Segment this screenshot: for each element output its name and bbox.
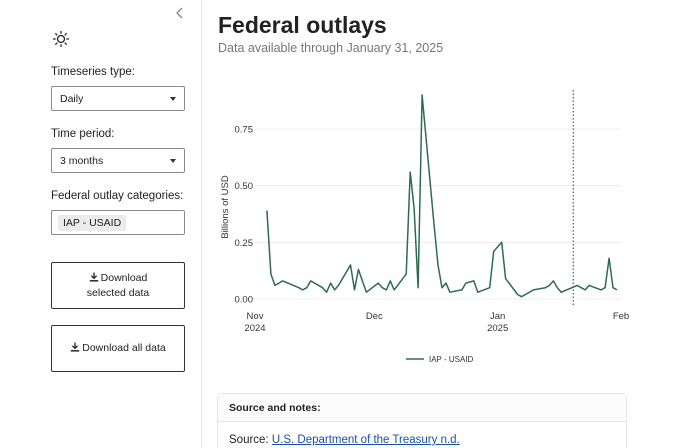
download-selected-label: Download selected data [86, 271, 150, 299]
source-prefix: Source: [229, 434, 272, 446]
source-link[interactable]: U.S. Department of the Treasury n.d. [271, 434, 460, 446]
download-icon [71, 342, 80, 352]
caret-down-icon [170, 96, 176, 101]
time-period-label: Time period: [51, 128, 115, 140]
x-tick-label: Jan [490, 311, 505, 322]
sun-icon [52, 30, 70, 48]
page-subtitle: Data available through January 31, 2025 [218, 41, 444, 55]
y-tick-label: 0.25 [235, 238, 254, 249]
outlay-categories-label: Federal outlay categories: [51, 190, 184, 202]
outlay-categories-input[interactable]: IAP - USAID [51, 210, 185, 235]
x-tick-label: Nov [247, 311, 264, 322]
download-icon [89, 272, 98, 282]
y-axis-label: Billions of USD [220, 175, 231, 238]
timeseries-type-label: Timeseries type: [51, 66, 135, 78]
download-all-label: Download all data [82, 342, 166, 354]
download-selected-button[interactable]: Download selected data [51, 262, 185, 309]
caret-down-icon [170, 158, 176, 163]
theme-toggle-button[interactable] [52, 30, 70, 48]
time-period-select[interactable]: 3 months [51, 148, 185, 173]
legend-label: IAP - USAID [429, 355, 474, 364]
y-tick-label: 0.00 [235, 295, 254, 306]
x-tick-label: Feb [613, 311, 629, 322]
category-chip[interactable]: IAP - USAID [58, 214, 127, 231]
x-tick-label: Dec [366, 311, 383, 322]
x-tick-label: 2025 [487, 323, 508, 334]
download-all-button[interactable]: Download all data [51, 325, 185, 372]
chevron-left-icon [176, 7, 183, 19]
notes-heading: Source and notes: [218, 394, 626, 422]
y-tick-label: 0.75 [235, 125, 254, 136]
page-title: Federal outlays [218, 12, 387, 38]
series-line [266, 94, 618, 298]
time-period-value: 3 months [60, 154, 104, 167]
main-content: Federal outlays Data available through J… [203, 0, 676, 448]
timeseries-type-value: Daily [60, 92, 84, 105]
timeseries-type-select[interactable]: Daily [51, 86, 185, 111]
y-tick-label: 0.50 [235, 181, 254, 192]
source-notes-card: Source and notes: Source: U.S. Departmen… [217, 393, 627, 448]
x-tick-label: 2024 [244, 323, 265, 334]
collapse-sidebar-button[interactable] [172, 4, 188, 22]
sidebar: Timeseries type: Daily Time period: 3 mo… [0, 0, 202, 448]
notes-body: Source: U.S. Department of the Treasury … [218, 422, 626, 448]
